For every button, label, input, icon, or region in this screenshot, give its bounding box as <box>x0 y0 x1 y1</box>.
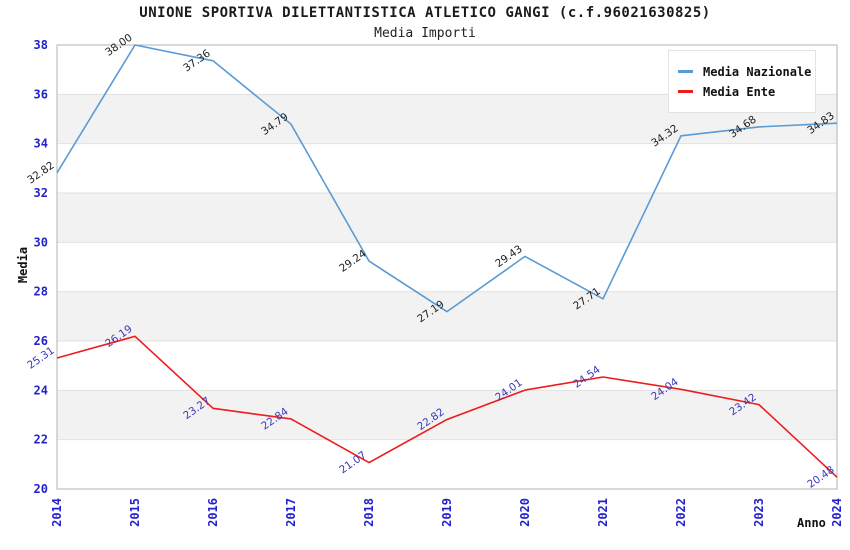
x-tick-label: 2022 <box>674 498 688 527</box>
grid-band <box>57 143 837 193</box>
x-tick-label: 2017 <box>284 498 298 527</box>
blue-line-marker-icon <box>678 70 693 73</box>
y-tick-label: 26 <box>34 334 48 348</box>
grid-band <box>57 193 837 243</box>
x-tick-label: 2014 <box>50 498 64 527</box>
x-tick-label: 2015 <box>128 498 142 527</box>
grid-band <box>57 341 837 391</box>
red-line-marker-icon <box>678 90 693 93</box>
grid-band <box>57 439 837 489</box>
grid-band <box>57 291 837 341</box>
legend-item-media-ente: Media Ente <box>678 83 807 100</box>
x-tick-label: 2021 <box>596 498 610 527</box>
plot-border <box>56 44 838 490</box>
legend-label: Media Nazionale <box>703 64 812 79</box>
y-tick-label: 20 <box>34 482 48 496</box>
y-tick-label: 28 <box>34 285 48 299</box>
y-tick-label: 22 <box>34 433 48 447</box>
x-tick-label: 2020 <box>518 498 532 527</box>
y-tick-label: 38 <box>34 38 48 52</box>
y-tick-label: 24 <box>34 383 48 397</box>
legend-item-media-nazionale: Media Nazionale <box>678 63 811 80</box>
y-tick-label: 30 <box>34 235 48 249</box>
series-line-media-ente <box>56 335 838 478</box>
x-tick-label: 2024 <box>830 498 844 527</box>
legend-label: Media Ente <box>703 84 776 99</box>
y-tick-label: 34 <box>34 137 48 151</box>
x-tick-label: 2016 <box>206 498 220 527</box>
data-label: 25.31 <box>25 345 57 372</box>
series-line-media-nazionale <box>56 44 838 313</box>
y-tick-label: 32 <box>34 186 48 200</box>
legend: Media Nazionale Media Ente <box>668 50 816 113</box>
chart-subtitle: Media Importi <box>374 26 476 41</box>
x-tick-label: 2018 <box>362 498 376 527</box>
data-label: 32.82 <box>25 159 57 186</box>
chart-title: UNIONE SPORTIVA DILETTANTISTICA ATLETICO… <box>139 5 711 21</box>
x-tick-label: 2019 <box>440 498 454 527</box>
x-tick-label: 2023 <box>752 498 766 527</box>
x-axis-title: Anno <box>797 516 826 530</box>
grid-band <box>57 390 837 440</box>
grid-band <box>57 242 837 292</box>
y-tick-label: 36 <box>34 87 48 101</box>
